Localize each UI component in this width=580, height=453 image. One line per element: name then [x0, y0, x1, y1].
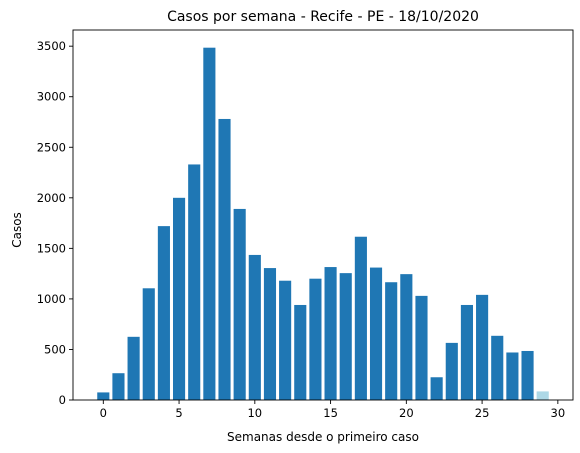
bar-week-21: [415, 296, 427, 400]
y-tick-label: 2000: [37, 191, 66, 205]
bar-week-12: [279, 281, 291, 400]
bar-week-29: [537, 391, 549, 400]
x-tick-label: 15: [323, 406, 338, 420]
bar-week-26: [491, 336, 503, 400]
bar-week-13: [294, 305, 306, 400]
bar-week-5: [173, 198, 185, 400]
bar-week-1: [112, 373, 124, 400]
bar-week-3: [143, 288, 155, 400]
x-tick-label: 20: [399, 406, 414, 420]
chart-title: Casos por semana - Recife - PE - 18/10/2…: [167, 9, 479, 25]
bar-week-23: [446, 343, 458, 400]
bar-week-0: [97, 392, 109, 400]
x-tick-label: 0: [100, 406, 107, 420]
bar-week-22: [431, 377, 443, 400]
x-tick-label: 10: [247, 406, 262, 420]
bar-week-27: [506, 352, 518, 400]
x-tick-label: 25: [475, 406, 490, 420]
bar-week-24: [461, 305, 473, 400]
bar-week-28: [521, 351, 533, 400]
bar-week-2: [128, 337, 140, 400]
x-axis-label: Semanas desde o primeiro caso: [227, 430, 419, 444]
y-tick-label: 0: [59, 393, 66, 407]
x-tick-label: 5: [175, 406, 182, 420]
y-tick-label: 500: [44, 342, 66, 356]
bar-week-7: [203, 48, 215, 400]
bar-week-18: [370, 268, 382, 400]
bar-week-15: [325, 267, 337, 400]
y-tick-label: 2500: [37, 140, 66, 154]
bar-week-16: [340, 273, 352, 400]
y-tick-label: 3500: [37, 39, 66, 53]
bar-week-4: [158, 226, 170, 400]
bar-week-17: [355, 237, 367, 400]
y-tick-label: 1000: [37, 292, 66, 306]
bar-week-19: [385, 282, 397, 400]
bar-week-6: [188, 164, 200, 400]
bar-week-11: [264, 268, 276, 400]
bar-week-20: [400, 274, 412, 400]
bar-week-14: [309, 279, 321, 400]
bar-week-25: [476, 295, 488, 400]
x-tick-label: 30: [551, 406, 566, 420]
bar-week-9: [234, 209, 246, 400]
y-axis-label: Casos: [10, 212, 24, 248]
y-tick-label: 1500: [37, 241, 66, 255]
y-tick-label: 3000: [37, 90, 66, 104]
bar-week-10: [249, 255, 261, 400]
bar-week-8: [218, 119, 230, 400]
